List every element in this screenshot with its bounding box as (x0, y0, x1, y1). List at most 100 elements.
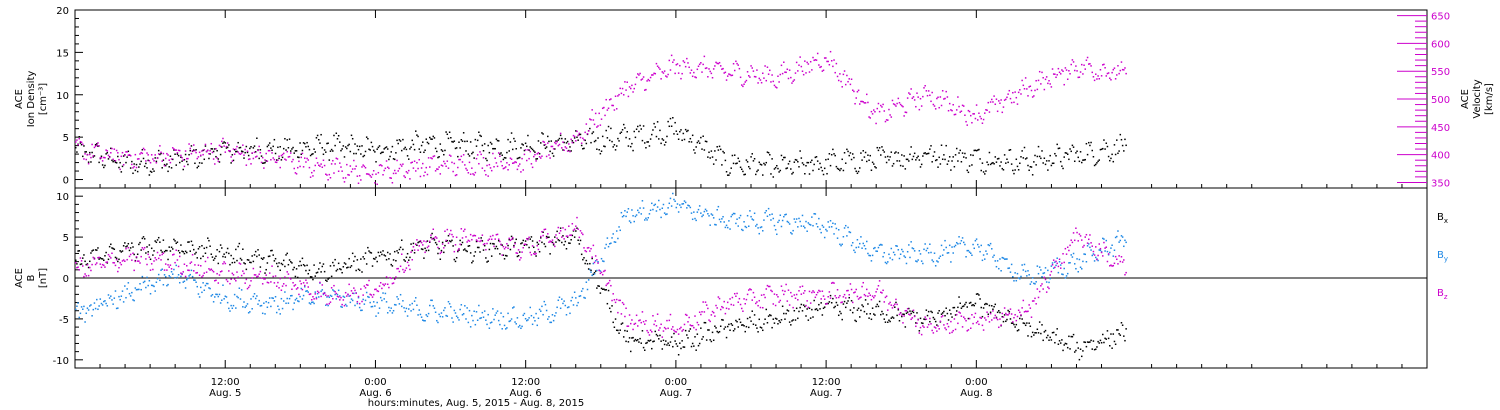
data-point (398, 248, 401, 251)
data-point (312, 295, 314, 298)
data-point (481, 240, 484, 242)
data-point (592, 244, 595, 247)
data-point (162, 283, 165, 286)
data-point (873, 109, 875, 111)
data-point (931, 329, 933, 332)
data-point (538, 308, 541, 311)
data-point (790, 231, 792, 234)
data-point (861, 304, 863, 306)
data-point (494, 147, 496, 150)
data-point (906, 307, 909, 310)
data-point (620, 92, 623, 95)
data-point (342, 266, 345, 268)
data-point (469, 326, 472, 328)
data-point (222, 142, 224, 144)
data-point (585, 281, 588, 283)
data-point (1112, 160, 1115, 163)
data-point (143, 246, 146, 249)
data-point (1035, 164, 1037, 166)
data-point (808, 290, 811, 293)
data-point (379, 282, 382, 284)
data-point (1106, 250, 1109, 253)
data-point (426, 246, 429, 249)
data-point (733, 328, 736, 330)
data-point (495, 138, 498, 140)
data-point (552, 148, 555, 150)
data-point (709, 320, 711, 323)
data-point (853, 291, 855, 294)
data-point (1001, 256, 1004, 259)
data-point (1110, 157, 1112, 160)
data-point (437, 168, 439, 171)
data-point (922, 95, 924, 98)
data-point (454, 312, 457, 314)
data-point (205, 282, 208, 285)
data-point (80, 263, 83, 265)
data-point (562, 149, 564, 151)
data-point (93, 146, 96, 149)
data-point (224, 262, 227, 265)
data-point (855, 246, 857, 249)
data-point (246, 151, 249, 154)
data-point (236, 259, 238, 262)
data-point (869, 254, 872, 257)
data-point (618, 226, 620, 228)
data-point (153, 170, 155, 172)
data-point (716, 330, 718, 333)
data-point (412, 246, 415, 248)
data-point (431, 232, 433, 235)
data-point (260, 161, 263, 164)
data-point (132, 167, 134, 169)
data-point (955, 310, 958, 312)
data-point (419, 313, 422, 316)
data-point (440, 164, 443, 167)
data-point (759, 163, 762, 166)
data-point (680, 77, 682, 80)
data-point (305, 279, 307, 281)
data-point (658, 138, 660, 140)
data-point (960, 110, 963, 112)
data-point (742, 85, 744, 88)
data-point (765, 209, 768, 212)
data-point (224, 151, 227, 153)
data-point (1091, 71, 1094, 74)
data-point (888, 253, 890, 256)
data-point (755, 173, 757, 176)
data-point (832, 297, 834, 300)
data-point (196, 157, 199, 160)
data-point (722, 215, 724, 218)
data-point (736, 218, 738, 220)
data-point (513, 137, 515, 140)
data-point (918, 250, 921, 252)
data-point (450, 229, 452, 232)
data-point (1109, 251, 1111, 254)
data-point (270, 281, 272, 283)
data-point (802, 304, 805, 306)
data-point (836, 304, 839, 306)
data-point (663, 212, 666, 214)
data-point (94, 143, 97, 146)
data-point (611, 237, 613, 239)
data-point (128, 292, 131, 295)
data-point (955, 147, 958, 150)
data-point (1041, 324, 1043, 326)
data-point (597, 137, 599, 139)
data-point (587, 268, 590, 270)
data-point (883, 301, 886, 303)
data-point (167, 170, 169, 173)
data-point (603, 145, 605, 147)
data-point (503, 156, 506, 159)
data-point (436, 319, 438, 322)
data-point (677, 72, 680, 74)
data-point (114, 256, 117, 259)
data-point (82, 308, 84, 310)
data-point (1103, 241, 1105, 244)
data-point (518, 324, 521, 327)
data-point (945, 307, 947, 309)
data-point (461, 140, 464, 142)
data-point (82, 265, 84, 267)
data-point (163, 250, 166, 253)
data-point (850, 299, 853, 302)
data-point (735, 295, 737, 297)
data-point (858, 103, 861, 105)
